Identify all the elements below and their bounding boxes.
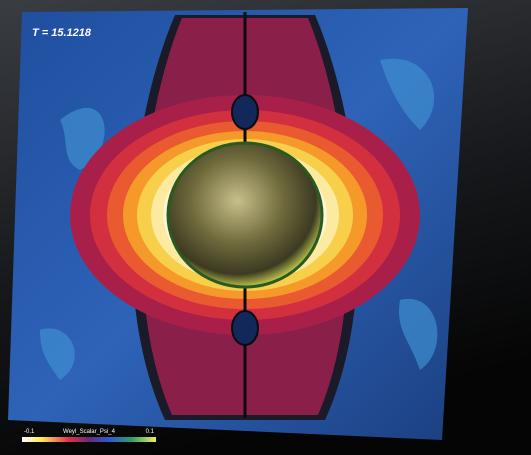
horizon-sphere <box>168 143 322 287</box>
time-label: T = 15.1218 <box>32 27 92 39</box>
colorbar-min: -0.1 <box>24 429 35 435</box>
visualization: T = 15.1218 -0.1 Weyl_Scalar_Psi_4 0.1 <box>0 0 531 455</box>
colorbar-gradient <box>22 437 156 442</box>
hole <box>232 311 258 345</box>
colorbar-max: 0.1 <box>146 429 155 435</box>
hole <box>232 95 258 129</box>
colorbar-title: Weyl_Scalar_Psi_4 <box>63 429 116 435</box>
